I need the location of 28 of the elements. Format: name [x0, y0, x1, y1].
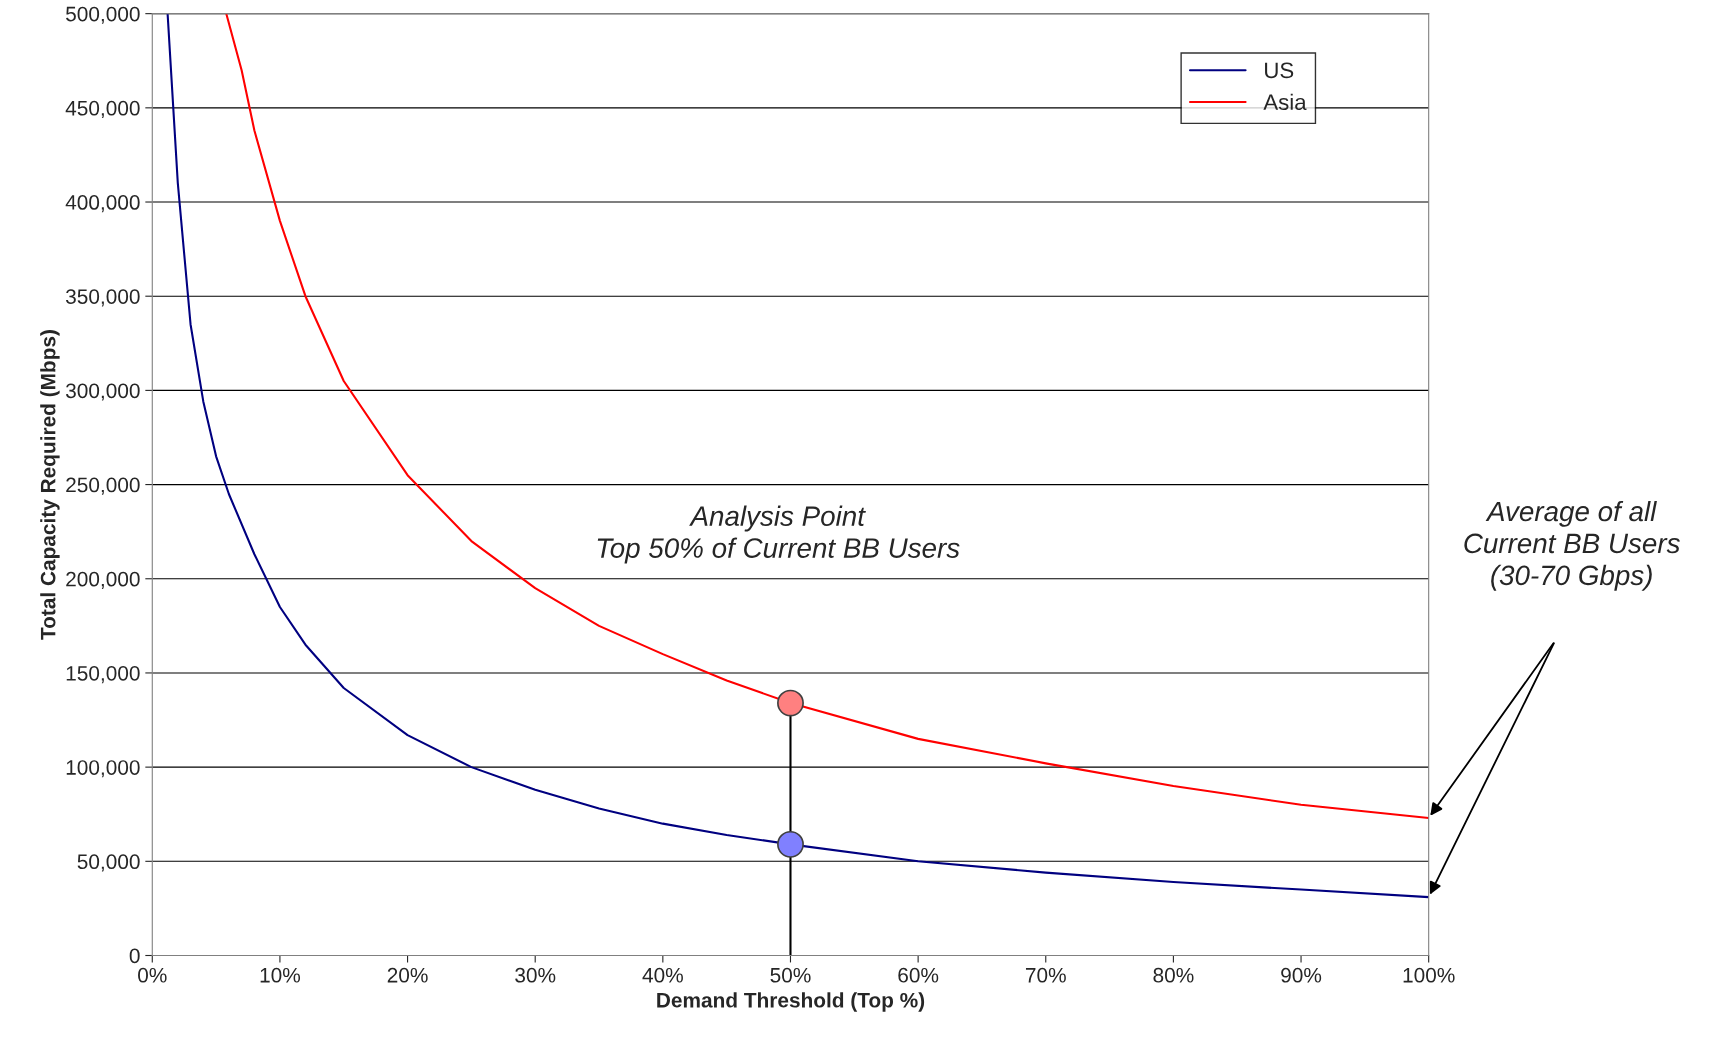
x-tick-label: 10%	[260, 967, 301, 983]
y-tick-label: 500,000	[66, 6, 140, 24]
x-tick-label: 30%	[515, 967, 556, 983]
x-tick-label: 100%	[1403, 967, 1455, 983]
x-tick-label: 90%	[1281, 967, 1322, 983]
x-tick-label: 80%	[1153, 967, 1194, 983]
x-tick-label: 60%	[898, 967, 939, 983]
x-tick-label: 0%	[138, 967, 167, 983]
y-tick-label: 150,000	[66, 665, 140, 684]
legend-label: US	[1265, 62, 1294, 79]
y-tick-label: 300,000	[65, 383, 140, 401]
y-tick-label: 100,000	[66, 760, 140, 778]
legend-label: Asia	[1263, 93, 1307, 111]
x-tick-label: 40%	[642, 967, 683, 983]
x-tick-label: 20%	[387, 967, 428, 983]
y-tick-label: 200,000	[66, 571, 140, 589]
y-axis-title: Total Capacity Required (Mbps)	[40, 330, 60, 640]
y-tick-label: 250,000	[66, 477, 140, 495]
x-axis-title: Demand Threshold (Top %)	[657, 992, 925, 1012]
x-tick-label: 70%	[1025, 967, 1066, 983]
annotation: Analysis Point Top 50% of Current BB Users	[597, 505, 960, 564]
text: Average of all Current BB Users (30-70 Gbps)	[1464, 500, 1680, 591]
y-tick-label: 350,000	[65, 289, 140, 307]
y-tick-label: 450,000	[65, 100, 140, 119]
x-tick-label: 50%	[770, 967, 811, 983]
y-tick-label: 400,000	[65, 195, 140, 213]
y-tick-label: 50,000	[77, 854, 140, 872]
y-tick-label: 0	[129, 948, 140, 964]
